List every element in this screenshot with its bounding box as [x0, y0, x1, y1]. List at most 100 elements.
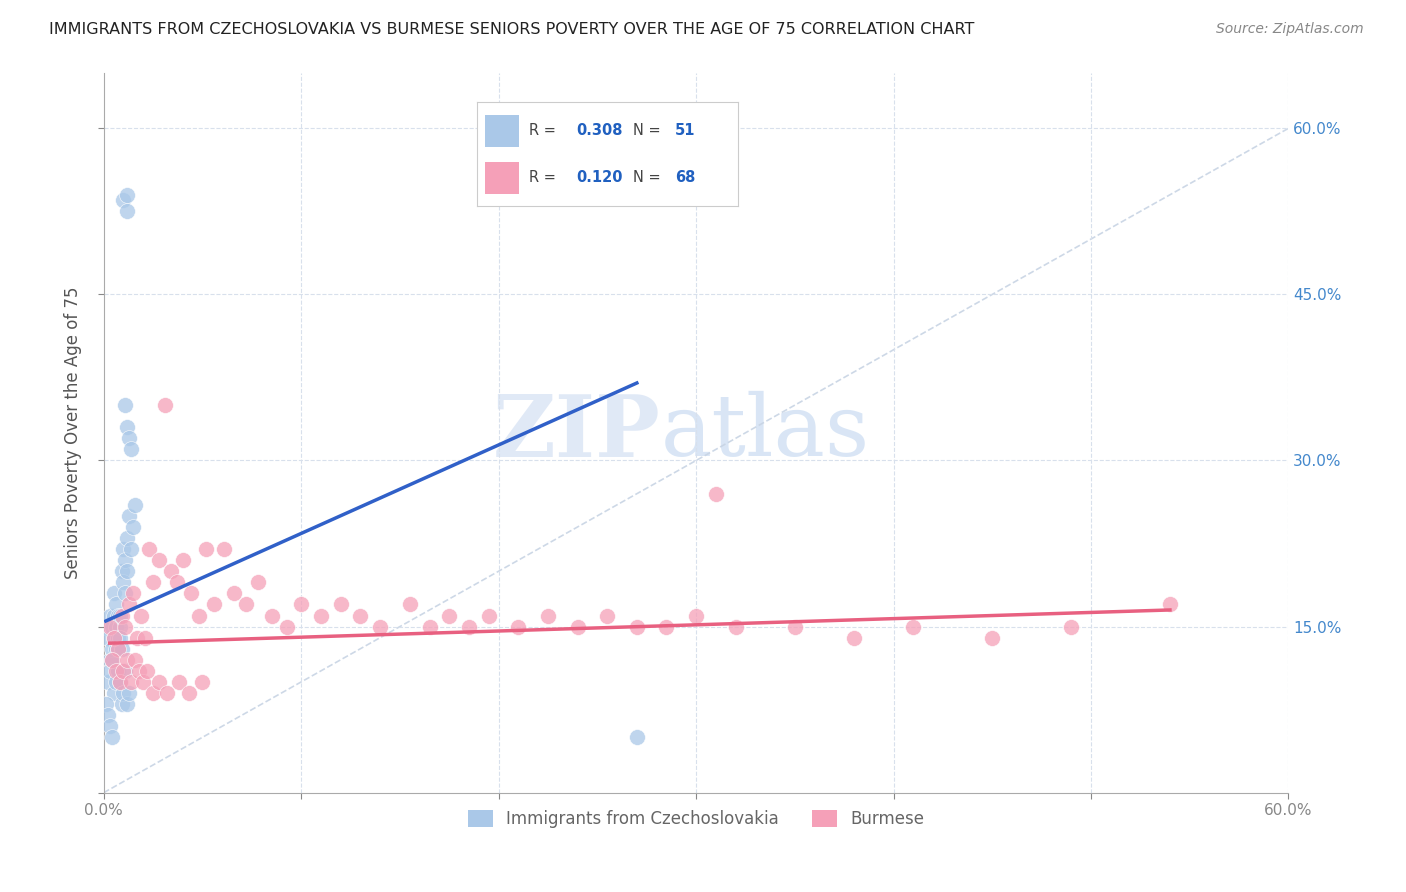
Point	[117, 653, 139, 667]
Point	[120, 442, 142, 457]
Point	[108, 675, 131, 690]
Point	[112, 194, 135, 208]
Point	[98, 653, 121, 667]
Point	[112, 664, 135, 678]
Point	[98, 608, 121, 623]
Point	[439, 608, 461, 623]
Point	[124, 498, 146, 512]
Point	[98, 719, 121, 733]
Point	[783, 619, 806, 633]
Point	[97, 631, 120, 645]
Point	[655, 619, 678, 633]
Point	[122, 586, 145, 600]
Point	[903, 619, 925, 633]
Point	[458, 619, 481, 633]
Point	[114, 664, 136, 678]
Point	[349, 608, 371, 623]
Point	[107, 641, 129, 656]
Point	[108, 608, 131, 623]
Point	[685, 608, 707, 623]
Point	[132, 675, 155, 690]
Point	[418, 619, 440, 633]
Point	[107, 664, 129, 678]
Point	[117, 531, 139, 545]
Point	[97, 708, 120, 723]
Point	[166, 575, 188, 590]
Point	[142, 575, 165, 590]
Point	[177, 686, 200, 700]
Point	[117, 564, 139, 578]
Point	[368, 619, 391, 633]
Point	[260, 608, 283, 623]
Point	[195, 542, 218, 557]
Point	[112, 686, 135, 700]
Point	[100, 653, 122, 667]
Point	[235, 598, 257, 612]
Text: ZIP: ZIP	[492, 391, 661, 475]
Point	[153, 398, 176, 412]
Point	[724, 619, 747, 633]
Point	[120, 675, 142, 690]
Point	[222, 586, 245, 600]
Point	[187, 608, 209, 623]
Point	[114, 619, 136, 633]
Point	[103, 631, 125, 645]
Point	[98, 619, 121, 633]
Point	[108, 619, 131, 633]
Point	[110, 564, 132, 578]
Point	[626, 619, 648, 633]
Point	[117, 420, 139, 434]
Point	[246, 575, 269, 590]
Point	[180, 586, 202, 600]
Text: Source: ZipAtlas.com: Source: ZipAtlas.com	[1216, 22, 1364, 37]
Point	[117, 697, 139, 711]
Point	[596, 608, 619, 623]
Point	[112, 542, 135, 557]
Point	[110, 697, 132, 711]
Point	[100, 731, 122, 745]
Point	[134, 631, 156, 645]
Point	[104, 619, 127, 633]
Point	[290, 598, 312, 612]
Point	[103, 586, 125, 600]
Point	[537, 608, 560, 623]
Point	[167, 675, 190, 690]
Point	[114, 586, 136, 600]
Point	[156, 686, 179, 700]
Text: IMMIGRANTS FROM CZECHOSLOVAKIA VS BURMESE SENIORS POVERTY OVER THE AGE OF 75 COR: IMMIGRANTS FROM CZECHOSLOVAKIA VS BURMES…	[49, 22, 974, 37]
Text: atlas: atlas	[661, 392, 870, 475]
Point	[117, 187, 139, 202]
Point	[309, 608, 332, 623]
Point	[212, 542, 235, 557]
Point	[626, 731, 648, 745]
Point	[107, 641, 129, 656]
Point	[122, 520, 145, 534]
Point	[94, 619, 117, 633]
Point	[1159, 598, 1181, 612]
Y-axis label: Seniors Poverty Over the Age of 75: Seniors Poverty Over the Age of 75	[65, 286, 82, 579]
Point	[97, 675, 120, 690]
Point	[191, 675, 214, 690]
Point	[94, 697, 117, 711]
Point	[100, 641, 122, 656]
Point	[103, 608, 125, 623]
Point	[98, 664, 121, 678]
Point	[108, 675, 131, 690]
Point	[276, 619, 298, 633]
Point	[100, 653, 122, 667]
Point	[329, 598, 352, 612]
Point	[100, 619, 122, 633]
Point	[114, 553, 136, 567]
Point	[104, 675, 127, 690]
Point	[160, 564, 183, 578]
Point	[172, 553, 194, 567]
Point	[704, 486, 727, 500]
Point	[118, 431, 141, 445]
Point	[107, 631, 129, 645]
Point	[129, 608, 152, 623]
Point	[1060, 619, 1083, 633]
Point	[124, 653, 146, 667]
Point	[128, 664, 150, 678]
Point	[842, 631, 865, 645]
Point	[142, 686, 165, 700]
